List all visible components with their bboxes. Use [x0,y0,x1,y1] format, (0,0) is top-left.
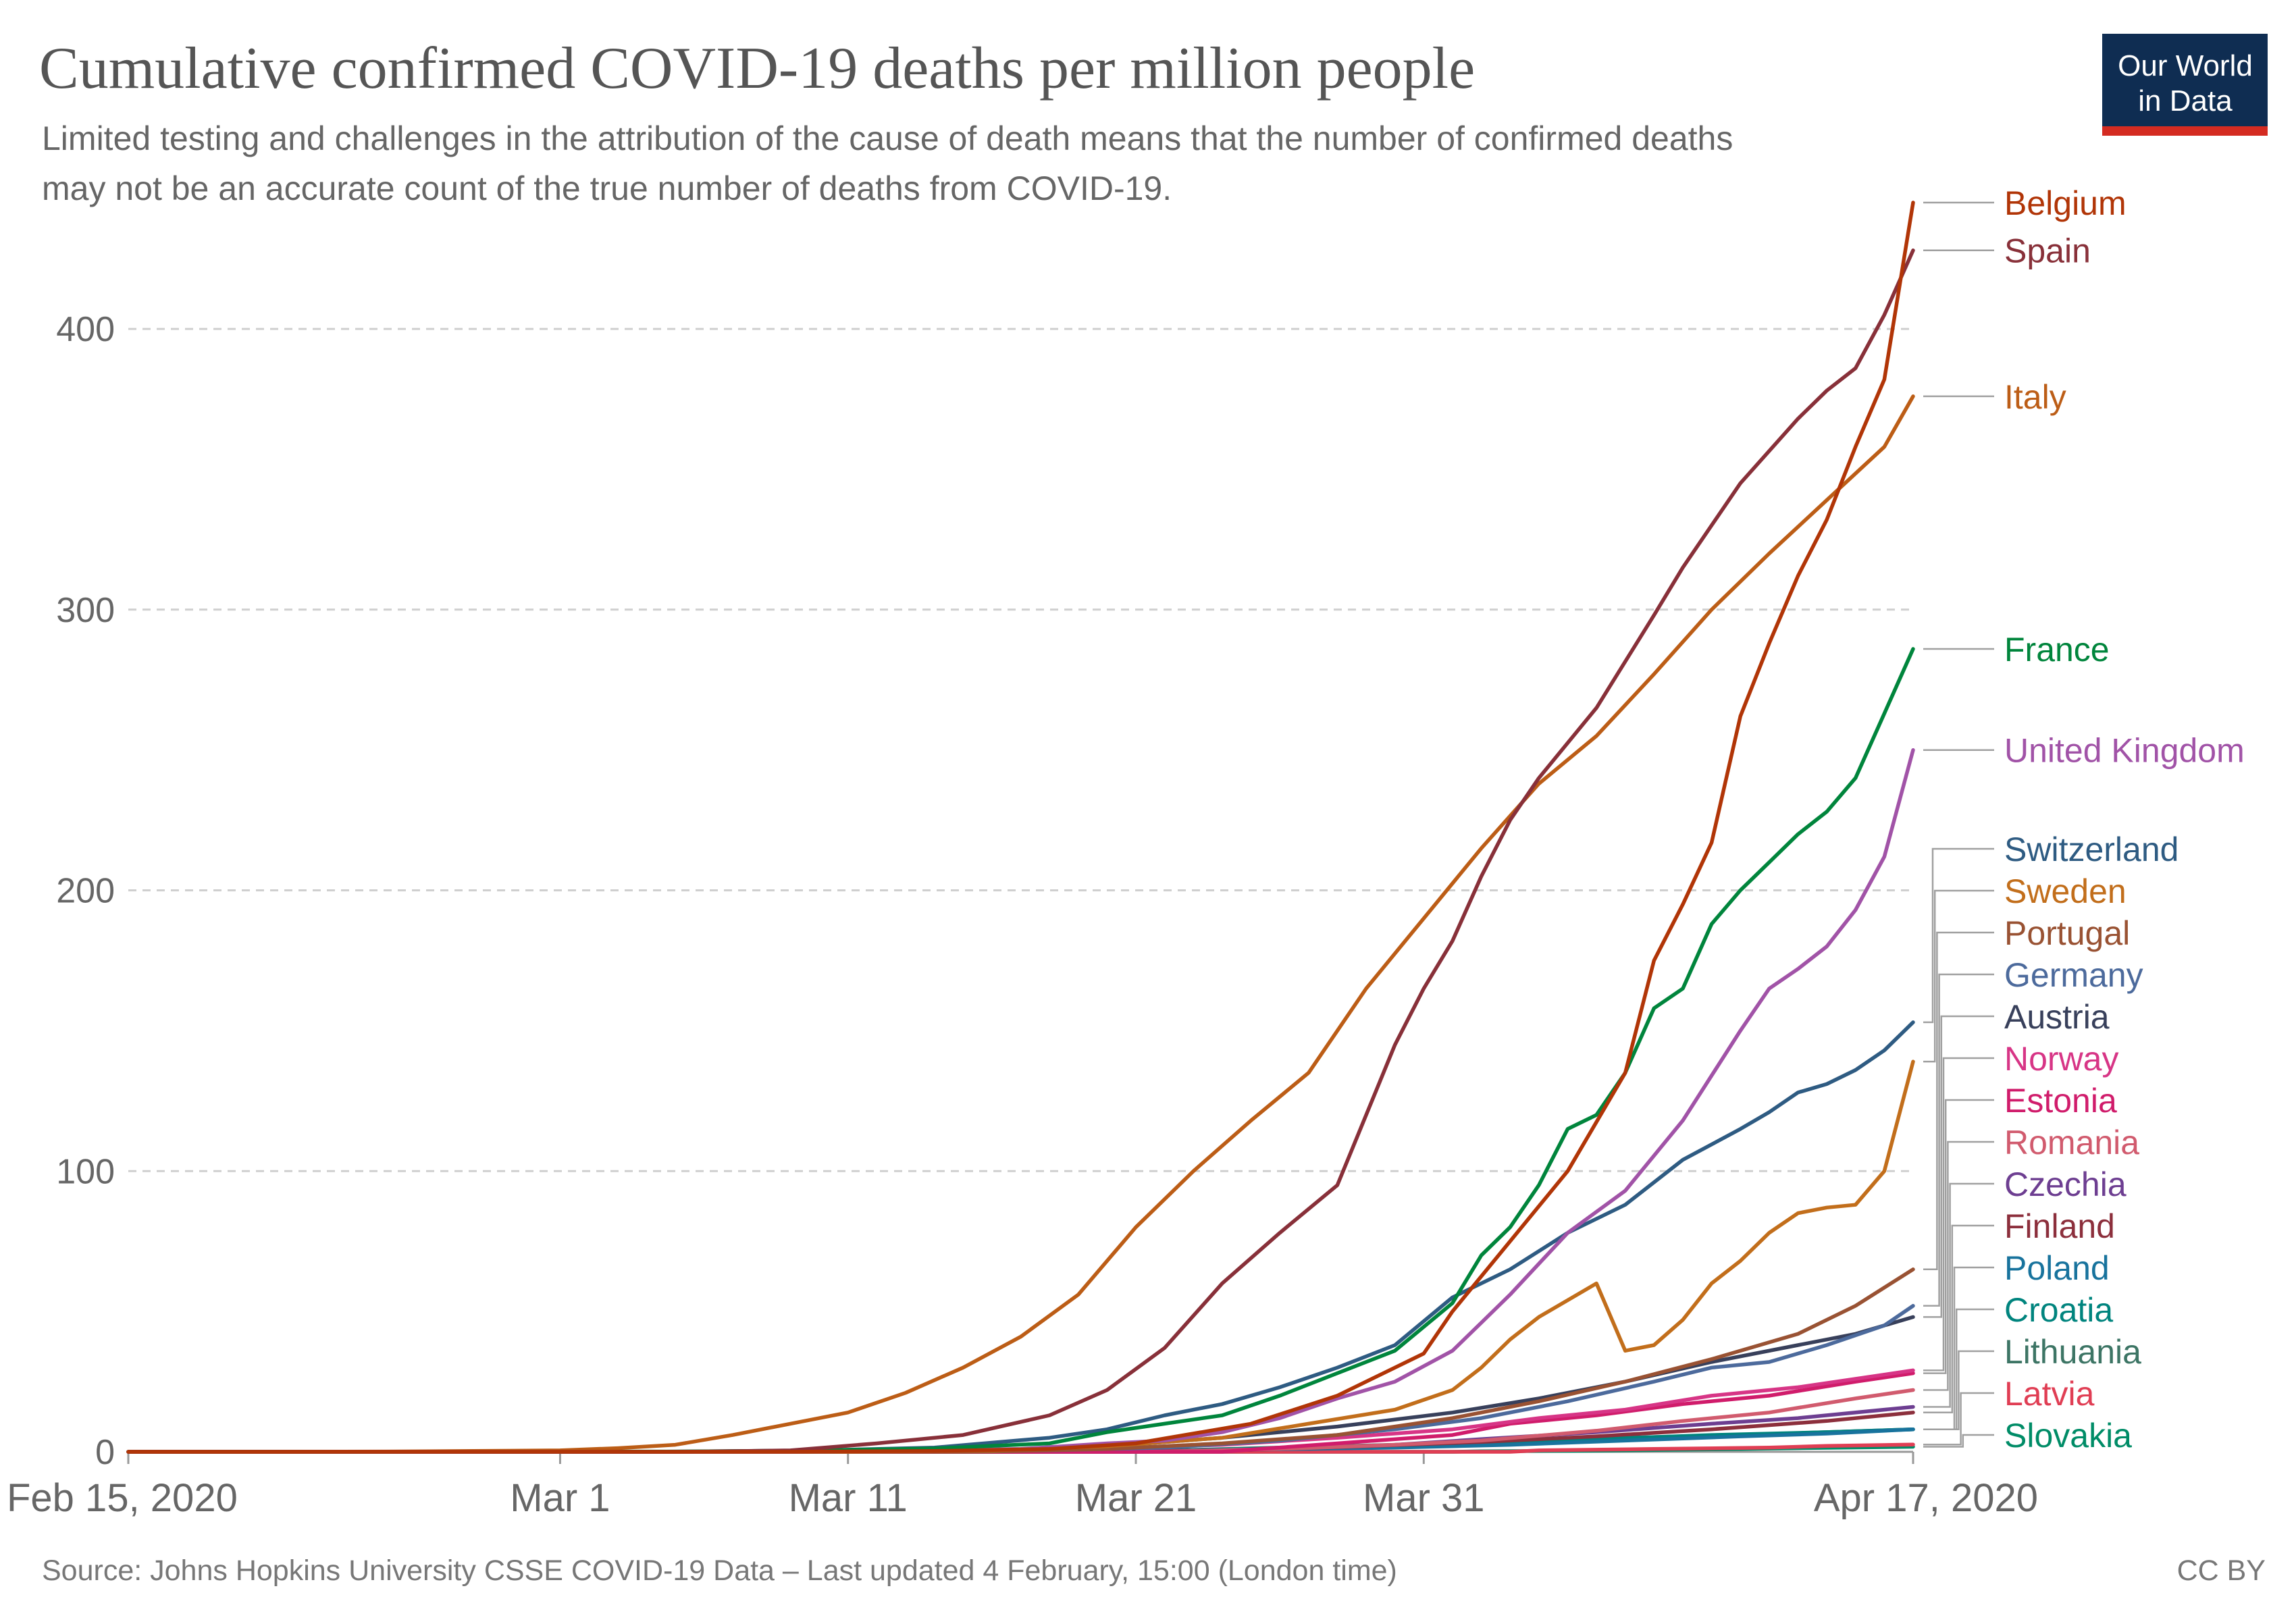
chart-subtitle-line-1: Limited testing and challenges in the at… [42,120,1733,157]
legend-leader-line [1923,973,1994,1307]
series-line-spain[interactable] [126,248,1915,1454]
legend-leader-line [1923,1057,1994,1371]
legend-label-slovakia[interactable]: Slovakia [2004,1417,2132,1455]
legend-label-latvia[interactable]: Latvia [2004,1375,2095,1413]
legend-leader-line [1923,1392,1994,1446]
chart-title: Cumulative confirmed COVID-19 deaths per… [39,36,1475,101]
grid-layer: 0 100 200 300 400 [56,310,1913,1472]
legend-leader-line [1923,1434,1994,1448]
series-line-france[interactable] [126,647,1915,1454]
series-line-latvia[interactable] [126,1442,1915,1454]
legend-label-france[interactable]: France [2004,631,2110,669]
chart-subtitle-line-2: may not be an accurate count of the true… [42,169,1172,207]
series-line-sweden[interactable] [126,1059,1915,1454]
legend-leader-line [1923,1182,1994,1408]
y-tick-label: 0 [95,1433,115,1472]
legend-label-romania[interactable]: Romania [2004,1124,2139,1161]
legend-leader-line [1923,889,1994,1063]
legend-label-norway[interactable]: Norway [2004,1040,2118,1078]
x-tick-label: Mar 11 [789,1476,908,1520]
legend-label-portugal[interactable]: Portugal [2004,914,2130,952]
license-link[interactable]: CC BY [2177,1554,2266,1587]
x-tick-label: Mar 21 [1075,1476,1197,1520]
legend-labels: Belgium Spain Italy France United Kingdom Swi… [1923,184,2245,1455]
series-lines [126,201,1915,1454]
owid-logo-line-2: in Data [2138,84,2233,117]
series-line-switzerland[interactable] [126,1020,1915,1454]
y-tick-label: 100 [56,1152,115,1191]
legend-leader-line [1923,1224,1994,1414]
legend-label-finland[interactable]: Finland [2004,1207,2115,1245]
x-tick-label: Feb 15, 2020 [7,1476,238,1520]
legend-leader-line [1923,1099,1994,1374]
x-tick-label: Apr 17, 2020 [1814,1476,2038,1520]
owid-logo[interactable]: Our World in Data [2102,34,2268,136]
legend-label-croatia[interactable]: Croatia [2004,1291,2113,1329]
legend-label-spain[interactable]: Spain [2004,232,2091,270]
legend-label-italy[interactable]: Italy [2004,378,2066,416]
owid-logo-background [2102,34,2268,126]
x-tick-label: Mar 1 [510,1476,610,1520]
y-tick-label: 200 [56,872,115,911]
legend-leader-line [1923,847,1994,1024]
owid-logo-line-1: Our World [2118,49,2253,82]
legend-leader-line [1923,931,1994,1271]
legend-label-sweden[interactable]: Sweden [2004,872,2127,910]
series-line-belgium[interactable] [126,201,1915,1454]
legend-label-poland[interactable]: Poland [2004,1249,2110,1287]
legend-label-estonia[interactable]: Estonia [2004,1082,2117,1120]
legend-leader-line [1923,1015,1994,1318]
y-tick-label: 300 [56,591,115,630]
y-tick-label: 400 [56,310,115,349]
legend-label-czechia[interactable]: Czechia [2004,1165,2127,1203]
x-axis: Feb 15, 2020 Mar 1 Mar 11 Mar 21 Mar 31 Apr 1… [7,1450,2038,1520]
legend-label-united-kingdom[interactable]: United Kingdom [2004,732,2245,770]
legend-leader-line [1923,1141,1994,1391]
legend-label-lithuania[interactable]: Lithuania [2004,1333,2141,1371]
legend-label-germany[interactable]: Germany [2004,956,2143,994]
source-note: Source: Johns Hopkins University CSSE CO… [42,1554,1397,1587]
legend-label-austria[interactable]: Austria [2004,998,2110,1036]
series-line-italy[interactable] [126,394,1915,1454]
x-tick-label: Mar 31 [1363,1476,1485,1520]
owid-logo-accent-bar [2102,126,2268,136]
legend-leader-line [1923,1350,1994,1430]
legend-label-switzerland[interactable]: Switzerland [2004,831,2178,868]
legend-label-belgium[interactable]: Belgium [2004,184,2127,222]
